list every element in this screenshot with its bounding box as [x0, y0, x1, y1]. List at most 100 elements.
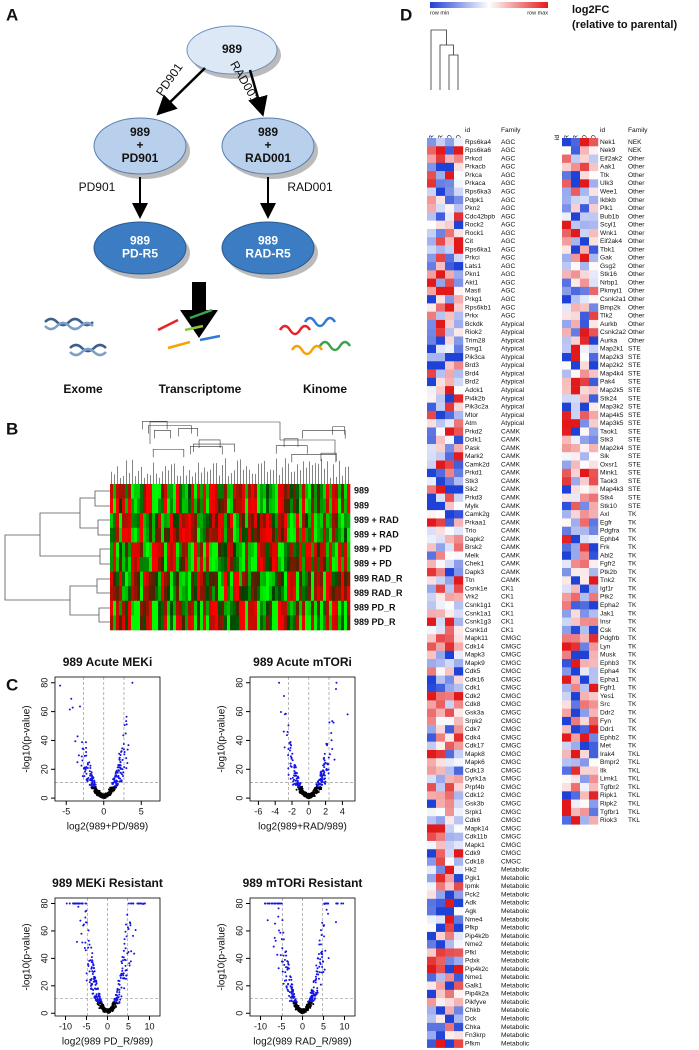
heatmap-cell: [436, 328, 445, 336]
heatmap-cell: [589, 411, 598, 419]
heatmap-cell: [170, 484, 173, 499]
heatmap-cell: [454, 221, 463, 229]
point: [278, 967, 280, 969]
kinase-family: CMGC: [501, 660, 521, 667]
point: [109, 1010, 111, 1012]
heatmap-cell: [119, 586, 122, 601]
heatmap-cell: [445, 651, 454, 659]
heatmap-cell: [227, 513, 230, 528]
heatmap-cell: [562, 436, 571, 444]
heatmap-cell: [436, 237, 445, 245]
heatmap-cell: [140, 557, 143, 572]
kinase-family: Other: [628, 288, 645, 295]
heatmap-cell: [122, 499, 125, 514]
heatmap-cell: [427, 874, 436, 882]
point: [306, 1007, 308, 1009]
heatmap-cell: [188, 484, 191, 499]
heatmap-cell: [128, 557, 131, 572]
point: [133, 953, 135, 955]
kinase-id: Stk4: [600, 494, 614, 501]
heatmap-cell: [140, 484, 143, 499]
kinase-id: Tgfbr2: [600, 784, 619, 791]
kinase-id: Pfkm: [465, 1040, 481, 1047]
point: [84, 771, 86, 773]
heatmap-cell: [445, 138, 454, 146]
kinase-id: Cdk5: [465, 668, 481, 675]
heatmap-cell: [580, 783, 589, 791]
point: [109, 794, 111, 796]
heatmap-cell: [158, 601, 161, 616]
heatmap-cell: [571, 742, 580, 750]
heatmap-cell: [454, 709, 463, 717]
heatmap-cell: [589, 576, 598, 584]
heatmap-cell: [445, 642, 454, 650]
heatmap-cell: [170, 557, 173, 572]
point: [120, 974, 122, 976]
heatmap-cell: [427, 303, 436, 311]
heatmap-cell: [427, 370, 436, 378]
kinase-family: Metabolic: [501, 1016, 530, 1023]
heatmap-cell: [580, 303, 589, 311]
edge-label: RAD001: [287, 180, 333, 194]
heatmap-cell: [436, 576, 445, 584]
heatmap-cell: [436, 866, 445, 874]
heatmap-cell: [341, 557, 344, 572]
heatmap-cell: [445, 477, 454, 485]
point: [85, 949, 87, 951]
heatmap-cell: [436, 411, 445, 419]
kinase-id: Map4k5: [600, 412, 624, 419]
point: [86, 980, 88, 982]
kinase-id: Stk3: [600, 437, 614, 444]
heatmap-cell: [580, 502, 589, 510]
kinase-family: Metabolic: [501, 941, 530, 948]
heatmap-cell: [580, 394, 589, 402]
heatmap-cell: [445, 709, 454, 717]
kinase-id: Mink1: [600, 470, 618, 477]
heatmap-cell: [257, 542, 260, 557]
kinase-id: Rps6ka1: [465, 246, 491, 253]
kinase-id: Rps6ka6: [465, 147, 491, 154]
heatmap-cell: [445, 742, 454, 750]
heatmap-cell: [221, 499, 224, 514]
heatmap-cell: [580, 543, 589, 551]
heatmap-cell: [185, 513, 188, 528]
heatmap-cell: [197, 484, 200, 499]
point: [130, 950, 132, 952]
kinase-family: Atypical: [501, 354, 525, 361]
heatmap-cell: [332, 513, 335, 528]
point: [315, 992, 317, 994]
heatmap-cell: [245, 572, 248, 587]
heatmap-cell: [275, 586, 278, 601]
panel-a: PD901 RAD001 PD901 RAD001 Exome Transcri…: [45, 26, 350, 396]
kinase-id: Brsk2: [465, 544, 482, 551]
heatmap-cell: [454, 1006, 463, 1014]
kinase-family: STE: [628, 387, 641, 394]
kinase-family: CAMK: [501, 470, 521, 477]
heatmap-cell: [562, 427, 571, 435]
kinase-id: Ripk2: [600, 800, 617, 807]
kinase-family: Other: [628, 197, 645, 204]
heatmap-cell: [341, 615, 344, 630]
heatmap-cell: [445, 444, 454, 452]
point: [311, 997, 313, 999]
heatmap-cell: [125, 615, 128, 630]
point: [90, 988, 92, 990]
heatmap-cell: [146, 542, 149, 557]
kinase-family: AGC: [501, 255, 516, 262]
heatmap-cell: [212, 499, 215, 514]
heatmap-cell: [571, 733, 580, 741]
heatmap-cell: [260, 586, 263, 601]
kinase-family: CAMK: [501, 569, 521, 576]
x-axis-label: log2(989 PD_R/989): [62, 1037, 153, 1048]
kinase-family: Atypical: [501, 362, 525, 369]
heatmap-cell: [571, 626, 580, 634]
kinase-family: CMGC: [501, 693, 521, 700]
heatmap-cell: [436, 998, 445, 1006]
heatmap-cell: [134, 557, 137, 572]
point: [135, 929, 137, 931]
kinase-family: CMGC: [501, 718, 521, 725]
heatmap-cell: [341, 542, 344, 557]
heatmap-cell: [589, 320, 598, 328]
heatmap-cell: [436, 667, 445, 675]
heatmap-cell: [302, 586, 305, 601]
